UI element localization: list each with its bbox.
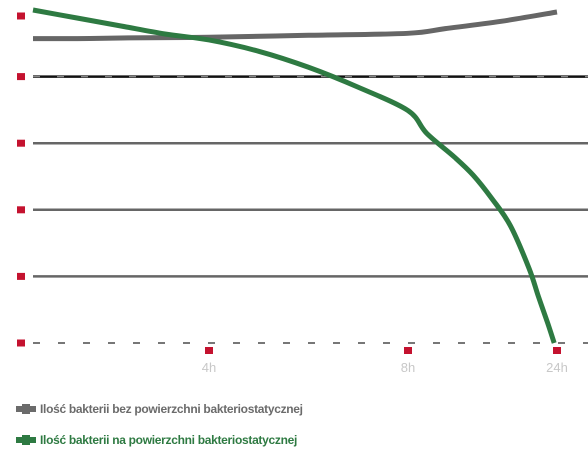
legend-item-gray: Ilość bakterii bez powierzchni bakterios… (16, 402, 576, 416)
series-line-with-surface (32, 7, 557, 344)
y-axis-marker-1 (17, 272, 25, 280)
x-axis-marker-4h (205, 347, 213, 354)
legend-label-green: Ilość bakterii na powierzchni bakteriost… (40, 433, 298, 447)
x-axis-marker-8h (404, 347, 412, 354)
grid-layer (33, 75, 588, 344)
marker-layer (17, 12, 561, 354)
y-axis-marker-0 (17, 339, 25, 347)
legend-label-gray: Ilość bakterii bez powierzchni bakterios… (40, 402, 303, 416)
y-axis-marker-5 (17, 12, 25, 20)
series-line-without-surface (32, 9, 558, 42)
y-axis-marker-4 (17, 73, 25, 81)
x-tick-label-4h: 4h (202, 360, 216, 375)
legend-swatch-gray-icon (16, 404, 36, 414)
y-axis-marker-2 (17, 206, 25, 214)
x-tick-label-24h: 24h (546, 360, 568, 375)
tick-layer: 4h 8h 24h (202, 360, 568, 375)
y-axis-marker-3 (17, 139, 25, 147)
series-layer (32, 7, 558, 344)
legend-item-green: Ilość bakterii na powierzchni bakteriost… (16, 433, 576, 447)
legend-swatch-green-icon (16, 435, 36, 445)
x-axis-marker-24h (553, 347, 561, 354)
x-tick-label-8h: 8h (401, 360, 415, 375)
